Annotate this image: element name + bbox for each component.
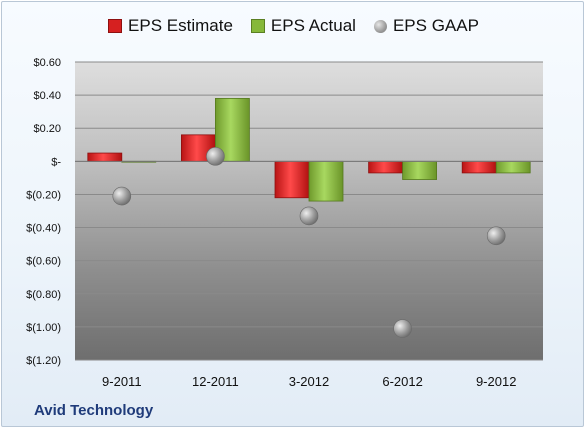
- y-tick-label: $(0.40): [26, 223, 61, 235]
- x-category-label: 6-2012: [382, 374, 422, 389]
- x-category-label: 9-2012: [476, 374, 516, 389]
- eps-estimate-bar: [368, 160, 404, 174]
- eps-gaap-point: [299, 206, 319, 226]
- x-axis-category-labels: 9-2011 12-2011 3-2012 6-2012 9-2012: [102, 374, 516, 389]
- eps-gaap-point: [112, 186, 132, 206]
- y-tick-label: $-: [51, 156, 61, 168]
- eps-estimate-bar: [87, 152, 123, 162]
- y-tick-label: $0.60: [33, 57, 61, 69]
- legend-label-estimate: EPS Estimate: [128, 16, 233, 35]
- y-tick-label: $0.20: [33, 123, 61, 135]
- y-tick-label: $(0.20): [26, 189, 61, 201]
- bars: [87, 98, 531, 202]
- legend-marker-gaap: [373, 19, 387, 33]
- y-tick-label: $(1.00): [26, 322, 61, 334]
- eps-actual-bar: [402, 160, 438, 180]
- x-category-label: 9-2011: [102, 374, 142, 389]
- legend-swatch-actual: [250, 19, 265, 33]
- legend-item-eps-estimate: EPS Estimate: [108, 16, 233, 36]
- legend-label-actual: EPS Actual: [270, 16, 356, 35]
- eps-gaap-point: [486, 226, 506, 246]
- eps-estimate-bar: [461, 160, 497, 174]
- legend-label-gaap: EPS GAAP: [392, 16, 479, 35]
- gaap-points: [112, 147, 506, 338]
- legend-item-eps-gaap: EPS GAAP: [373, 16, 479, 36]
- x-category-label: 12-2011: [192, 374, 239, 389]
- company-name: Avid Technology: [34, 402, 154, 419]
- x-category-label: 3-2012: [289, 374, 329, 389]
- y-tick-label: $(0.80): [26, 289, 61, 301]
- legend-item-eps-actual: EPS Actual: [250, 16, 356, 36]
- eps-actual-bar: [495, 160, 531, 174]
- legend: EPS Estimate EPS Actual EPS GAAP: [0, 16, 587, 36]
- y-tick-label: $(0.60): [26, 256, 61, 268]
- y-axis-tick-labels: $0.60 $0.40 $0.20 $- $(0.20) $(0.40) $(0.60) $(…: [26, 57, 61, 367]
- eps-gaap-point: [206, 147, 225, 166]
- y-tick-label: $(1.20): [26, 355, 61, 367]
- legend-swatch-estimate: [108, 19, 123, 33]
- eps-estimate-bar: [274, 160, 310, 199]
- eps-actual-bar: [308, 160, 344, 202]
- eps-gaap-point: [393, 319, 412, 338]
- y-tick-label: $0.40: [33, 90, 61, 102]
